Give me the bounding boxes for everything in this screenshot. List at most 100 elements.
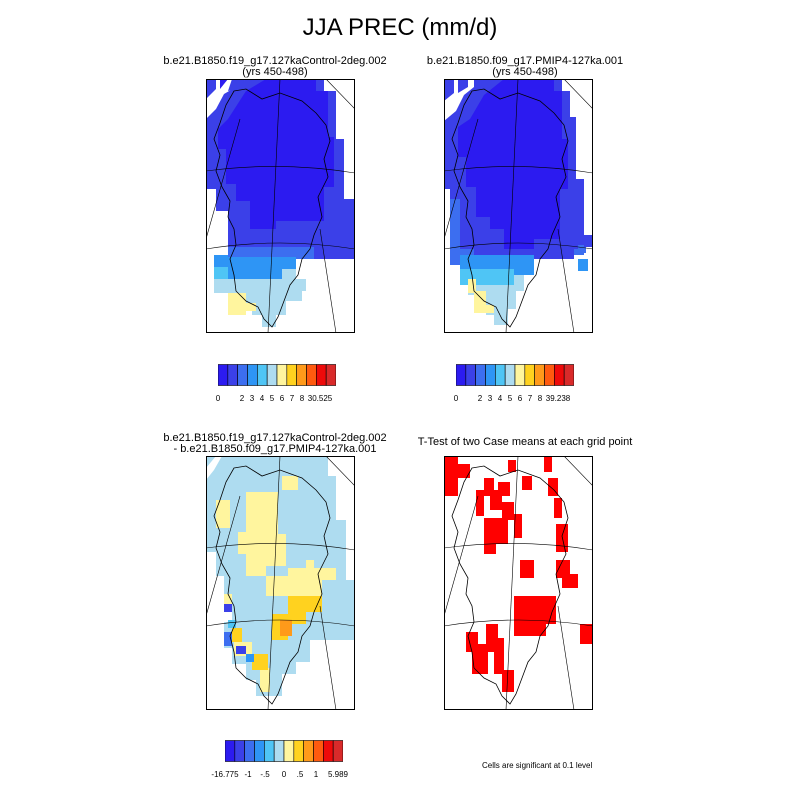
cb3-label: -16.775 [211, 770, 239, 779]
colorbar-swatch [495, 364, 506, 386]
colorbar-swatch [563, 364, 575, 386]
colorbar-swatch [264, 740, 275, 762]
colorbar-swatch [534, 364, 545, 386]
cb1-label: 5 [269, 394, 275, 403]
panel-2-title-line1: b.e21.B1850.f09_g17.PMIP4-127ka.001 [426, 55, 624, 67]
cb1-label: 7 [289, 394, 295, 403]
panel-3-title-line2: - b.e21.B1850.f09_g17.PMIP4-127ka.001 [173, 443, 377, 455]
panel-1-title-line1: b.e21.B1850.f19_g17.127kaControl-2deg.00… [163, 55, 387, 67]
colorbar-swatch [306, 364, 317, 386]
colorbar-swatch [475, 364, 486, 386]
cb1-label: 2 [239, 394, 245, 403]
cb2-label: 3 [487, 394, 493, 403]
coastline [451, 465, 569, 705]
colorbar-pmip4 [455, 364, 575, 386]
cb3-label: 5.989 [327, 770, 349, 779]
colorbar-control [217, 364, 337, 386]
colorbar-swatch [244, 740, 255, 762]
panel-3-title: b.e21.B1850.f19_g17.127kaControl-2deg.00… [150, 433, 400, 455]
cb2-label: 5 [507, 394, 513, 403]
colorbar-swatch [554, 364, 565, 386]
colorbar-swatch [234, 740, 245, 762]
graticule [444, 79, 593, 333]
colorbar-swatch [544, 364, 555, 386]
colorbar-swatch [332, 740, 344, 762]
colorbar-swatch [247, 364, 258, 386]
cb1-label: 0 [215, 394, 221, 403]
map-frame [444, 456, 593, 710]
colorbar-swatch [283, 740, 295, 762]
colorbar-swatch [325, 364, 337, 386]
map-panel-control [206, 79, 355, 333]
significance-note: Cells are significant at 0.1 level [482, 761, 593, 770]
map-panel-difference [206, 456, 355, 710]
cb2-label: 8 [537, 394, 543, 403]
cb2-label: 39.238 [545, 394, 571, 403]
cb1-label: 3 [249, 394, 255, 403]
colorbar-swatch [257, 364, 268, 386]
precip-field [206, 79, 354, 327]
precip-difference-field [206, 456, 354, 696]
map-frame [206, 79, 355, 333]
cb2-label: 4 [497, 394, 503, 403]
colorbar-swatch [514, 364, 526, 386]
colorbar-swatch [217, 364, 229, 386]
colorbar-swatch [273, 740, 285, 762]
cb2-swatches [455, 364, 575, 386]
colorbar-swatch [504, 364, 516, 386]
colorbar-swatch [224, 740, 236, 762]
coastline [451, 88, 569, 328]
main-title: JJA PREC (mm/d) [302, 14, 498, 41]
graticule [444, 456, 593, 710]
panel-1-title-line2: (yrs 450-498) [242, 66, 308, 78]
colorbar-swatch [485, 364, 496, 386]
cb2-label: 6 [517, 394, 523, 403]
precip-field [444, 79, 593, 325]
significant-cells [444, 456, 593, 692]
cb1-label: 6 [279, 394, 285, 403]
cb1-label: 4 [259, 394, 265, 403]
map-panel-ttest [444, 456, 593, 710]
colorbar-swatch [293, 740, 304, 762]
panel-2-title-line2: (yrs 450-498) [492, 66, 558, 78]
colorbar-difference [224, 740, 344, 762]
cb1-label: 8 [299, 394, 305, 403]
cb2-label: 0 [453, 394, 459, 403]
colorbar-swatch [323, 740, 334, 762]
colorbar-swatch [303, 740, 314, 762]
cb2-label: 2 [477, 394, 483, 403]
cb3-label: -.5 [260, 770, 270, 779]
cb3-label: -1 [244, 770, 252, 779]
cb3-label: .5 [296, 770, 304, 779]
cb3-swatches [224, 740, 344, 762]
colorbar-swatch [455, 364, 467, 386]
colorbar-swatch [237, 364, 248, 386]
colorbar-swatch [276, 364, 288, 386]
panel-4-title-line1: T-Test of two Case means at each grid po… [417, 436, 633, 448]
colorbar-swatch [313, 740, 324, 762]
colorbar-swatch [465, 364, 476, 386]
colorbar-swatch [524, 364, 535, 386]
map-frame [206, 456, 355, 710]
cb3-label: 0 [281, 770, 287, 779]
colorbar-swatch [316, 364, 327, 386]
panel-2-title: b.e21.B1850.f09_g17.PMIP4-127ka.001 (yrs… [400, 56, 650, 78]
panel-1-title: b.e21.B1850.f19_g17.127kaControl-2deg.00… [150, 56, 400, 78]
colorbar-swatch [254, 740, 265, 762]
panel-4-title: T-Test of two Case means at each grid po… [390, 437, 660, 448]
map-panel-pmip4 [444, 79, 593, 333]
graticule [206, 79, 355, 333]
colorbar-swatch [296, 364, 307, 386]
coastline [213, 465, 331, 705]
cb3-label: 1 [313, 770, 319, 779]
panel-3-title-line1: b.e21.B1850.f19_g17.127kaControl-2deg.00… [163, 432, 387, 444]
colorbar-swatch [266, 364, 278, 386]
coastline [213, 88, 331, 328]
map-frame [444, 79, 593, 333]
colorbar-swatch [227, 364, 238, 386]
cb1-swatches [217, 364, 337, 386]
graticule [206, 456, 355, 710]
cb1-label: 30.525 [307, 394, 333, 403]
colorbar-swatch [286, 364, 297, 386]
cb2-label: 7 [527, 394, 533, 403]
